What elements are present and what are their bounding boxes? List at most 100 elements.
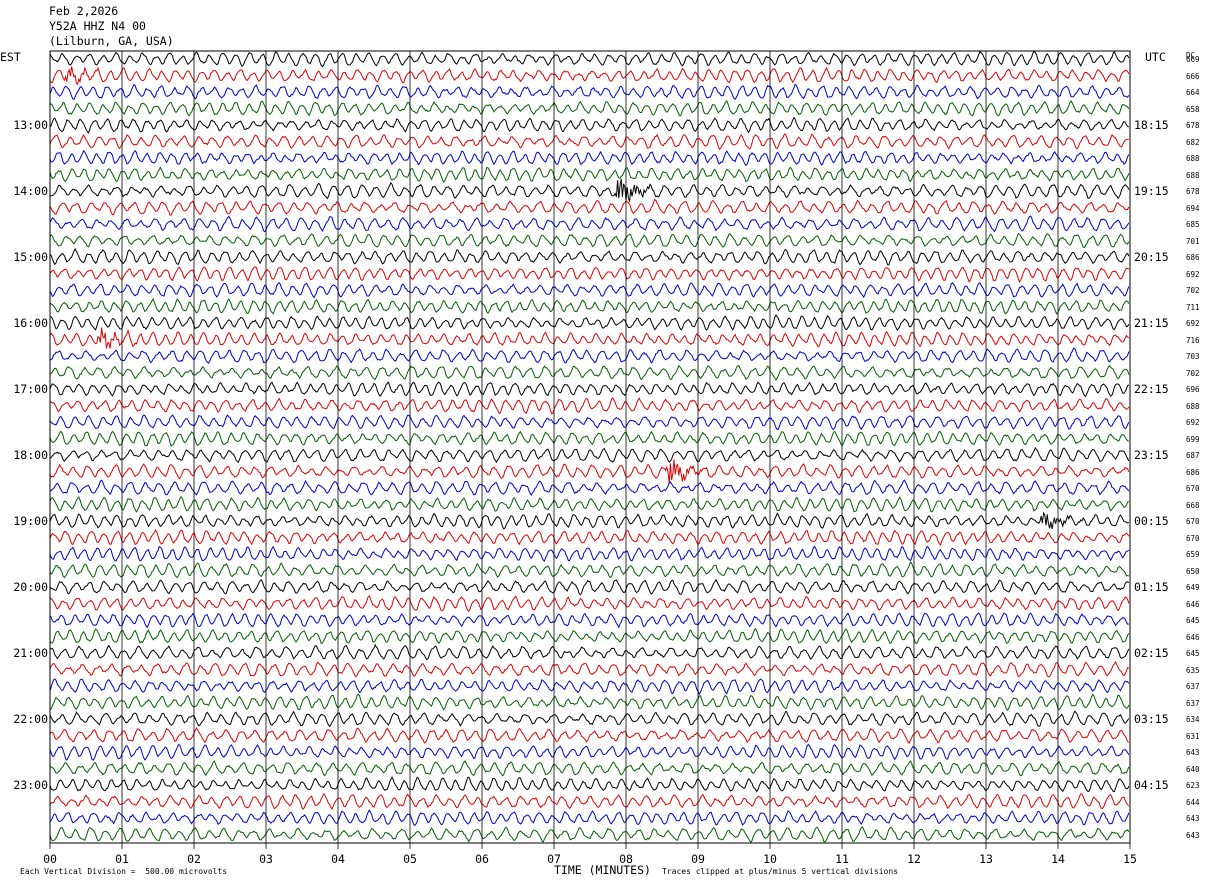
x-axis-label: TIME (MINUTES) xyxy=(554,863,651,877)
seismic-trace xyxy=(49,149,1130,167)
seismic-trace xyxy=(49,678,1130,696)
seismic-trace xyxy=(49,83,1130,101)
hour-label-local: 19:00 xyxy=(13,514,48,528)
x-tick-label: 06 xyxy=(475,852,489,866)
seismic-trace xyxy=(49,710,1130,728)
seismic-trace xyxy=(49,446,1130,464)
x-tick-label: 12 xyxy=(907,852,921,866)
x-tick-label: 10 xyxy=(763,852,777,866)
dc-offset-label: 703 xyxy=(1186,352,1200,361)
dc-offset-label: 702 xyxy=(1186,286,1200,295)
dc-offset-label: 686 xyxy=(1186,467,1200,477)
dc-offset-label: 670 xyxy=(1186,533,1200,543)
dc-offset-label: 696 xyxy=(1186,385,1200,394)
seismic-trace xyxy=(49,660,1129,678)
seismic-trace xyxy=(49,314,1130,332)
dc-offset-label: 688 xyxy=(1186,401,1200,411)
seismic-trace xyxy=(49,281,1130,299)
dc-offset-label: 644 xyxy=(1186,797,1200,807)
hour-label-local: 14:00 xyxy=(13,184,48,198)
dc-offset-label: 623 xyxy=(1186,781,1200,790)
dc-offset-label: 678 xyxy=(1186,187,1200,196)
grid-lines xyxy=(49,50,1131,849)
hour-label-utc: 00:15 xyxy=(1134,514,1169,528)
header-location: (Lilburn, GA, USA) xyxy=(49,34,174,48)
seismic-trace xyxy=(49,430,1129,447)
hour-label-utc: 20:15 xyxy=(1134,250,1169,264)
dc-offset-label: 664 xyxy=(1186,88,1200,97)
hour-label-local: 23:00 xyxy=(13,778,48,792)
seismic-trace xyxy=(49,116,1130,134)
seismic-trace xyxy=(49,809,1130,827)
x-tick-label: 04 xyxy=(331,852,345,866)
x-tick-label: 02 xyxy=(187,852,201,866)
seismic-trace xyxy=(49,775,1130,793)
hour-label-local: 21:00 xyxy=(13,646,48,660)
dc-offset-label: 643 xyxy=(1186,814,1200,823)
dc-offset-label: 701 xyxy=(1186,236,1200,246)
seismic-trace xyxy=(49,50,1130,68)
seismic-trace xyxy=(49,578,1130,596)
dc-offset-label: 694 xyxy=(1186,203,1200,213)
seismic-trace xyxy=(49,627,1130,645)
seismic-trace xyxy=(49,166,1130,183)
dc-offset-label: 692 xyxy=(1186,269,1200,279)
x-tick-label: 11 xyxy=(835,852,849,866)
dc-header: DC xyxy=(1186,51,1196,60)
x-tick-label: 05 xyxy=(403,852,417,866)
dc-offset-label: 645 xyxy=(1186,616,1200,625)
x-tick-label: 07 xyxy=(547,852,561,866)
hour-label-utc: 21:15 xyxy=(1134,316,1169,330)
seismic-trace xyxy=(49,693,1130,712)
seismic-trace xyxy=(49,793,1130,810)
seismic-trace xyxy=(49,511,1130,530)
x-tick-label: 00 xyxy=(43,852,57,866)
trace-group xyxy=(49,50,1130,844)
dc-offset-label: 692 xyxy=(1186,418,1200,427)
hour-label-utc: 19:15 xyxy=(1134,184,1169,198)
seismic-trace xyxy=(49,414,1130,431)
dc-offset-label: 688 xyxy=(1186,154,1200,163)
hour-label-utc: 03:15 xyxy=(1134,712,1169,726)
x-tick-label: 14 xyxy=(1051,852,1065,866)
seismic-trace xyxy=(49,759,1130,777)
seismic-trace xyxy=(49,232,1130,249)
hour-label-utc: 01:15 xyxy=(1134,580,1169,594)
seismic-trace xyxy=(49,495,1129,513)
x-tick-label: 09 xyxy=(691,852,705,866)
x-tick-label: 15 xyxy=(1123,852,1137,866)
dc-offset-label: 668 xyxy=(1186,500,1200,510)
dc-offset-label: 643 xyxy=(1186,830,1200,840)
hour-label-local: 18:00 xyxy=(13,448,48,462)
dc-offset-label: 678 xyxy=(1186,121,1200,130)
dc-offset-label: 637 xyxy=(1186,682,1200,691)
x-tick-label: 13 xyxy=(979,852,993,866)
dc-offset-label: 669 xyxy=(1186,55,1200,64)
seismic-trace xyxy=(49,297,1130,315)
dc-offset-label: 670 xyxy=(1186,484,1200,493)
dc-offset-label: 688 xyxy=(1186,170,1200,180)
right-timezone: UTC xyxy=(1145,50,1166,64)
dc-offset-label: 699 xyxy=(1186,434,1200,444)
dc-offset-label: 646 xyxy=(1186,599,1200,609)
seismic-trace xyxy=(49,347,1130,364)
seismic-trace xyxy=(49,327,1130,349)
seismic-trace xyxy=(49,247,1130,266)
seismic-trace xyxy=(49,459,1130,484)
hour-label-local: 13:00 xyxy=(13,118,48,132)
dc-offset-label: 686 xyxy=(1186,253,1200,262)
header-station: Y52A HHZ N4 00 xyxy=(49,19,146,33)
seismic-trace xyxy=(49,133,1129,151)
dc-offset-label: 645 xyxy=(1186,649,1200,658)
dc-offset-label: 658 xyxy=(1186,104,1200,114)
dc-offset-label: 685 xyxy=(1186,220,1200,229)
clip-note: Traces clipped at plus/minus 5 vertical … xyxy=(662,867,899,876)
hour-label-local: 22:00 xyxy=(13,712,48,726)
x-tick-label: 08 xyxy=(619,852,633,866)
hour-label-utc: 02:15 xyxy=(1134,646,1169,660)
seismic-trace xyxy=(49,215,1130,233)
dc-offset-label: 634 xyxy=(1186,715,1200,724)
dc-offset-label: 682 xyxy=(1186,137,1200,147)
seismic-trace xyxy=(49,727,1130,744)
